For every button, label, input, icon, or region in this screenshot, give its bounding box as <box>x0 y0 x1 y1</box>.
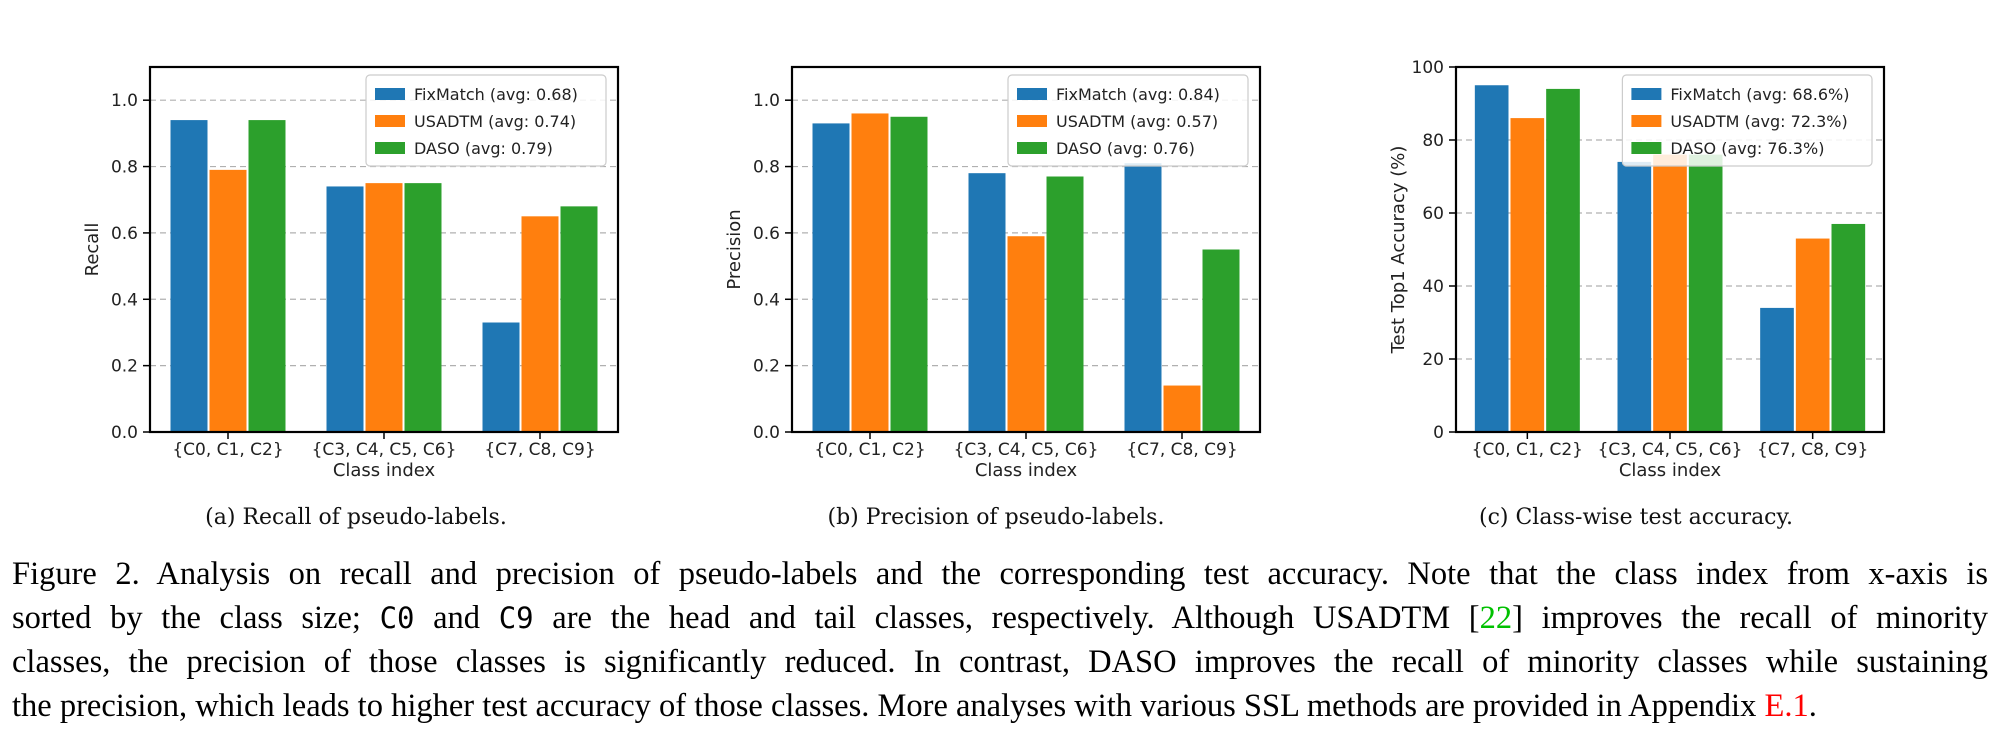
code-c0: C0 <box>379 601 415 635</box>
bar <box>170 120 208 432</box>
bar <box>365 183 403 432</box>
legend-label: FixMatch (avg: 0.84) <box>1056 85 1220 104</box>
legend-swatch <box>375 115 405 127</box>
y-axis-label: Recall <box>82 223 103 277</box>
legend-label: DASO (avg: 0.79) <box>414 139 553 158</box>
figure-charts: 0.0 0.2 0.4 0.6 0.8 1.0 {C0, C1, C2} {C3, C4, C… <box>82 58 1886 481</box>
y-tick-label: 0.6 <box>111 224 138 244</box>
bar <box>890 116 928 432</box>
legend-label: FixMatch (avg: 68.6%) <box>1670 85 1849 104</box>
subcaption-c: (c) Class-wise test accuracy. <box>1478 505 1793 530</box>
bar <box>1046 176 1084 432</box>
x-tick-label: {C3, C4, C5, C6} <box>1598 440 1743 460</box>
bar <box>326 186 364 432</box>
appendix-link-e1[interactable]: E.1 <box>1764 688 1809 724</box>
bar <box>521 216 559 432</box>
bar <box>1653 154 1687 432</box>
legend-swatch <box>375 88 405 100</box>
caption-line-1: Figure 2. Analysis on recall and precisi… <box>12 556 1988 592</box>
y-tick-label: 0.2 <box>111 357 138 377</box>
bar <box>1007 236 1045 432</box>
bar <box>482 322 520 432</box>
bar <box>1760 307 1794 432</box>
legend-label: FixMatch (avg: 0.68) <box>414 85 578 104</box>
y-tick-label: 1.0 <box>111 91 138 111</box>
bar <box>1510 118 1545 432</box>
bar <box>1124 163 1162 432</box>
legend-box <box>1007 74 1249 167</box>
code-c9: C9 <box>498 601 534 635</box>
x-tick-label: {C3, C4, C5, C6} <box>954 440 1099 460</box>
legend-swatch <box>1017 142 1047 154</box>
y-tick-label: 60 <box>1422 204 1444 224</box>
x-tick-label: {C3, C4, C5, C6} <box>312 440 457 460</box>
x-axis-label: Class index <box>975 460 1078 481</box>
legend-box <box>365 74 607 167</box>
caption-line-4: the precision, which leads to higher tes… <box>12 688 1817 724</box>
y-tick-label: 0.0 <box>111 423 138 443</box>
x-tick-label: {C7, C8, C9} <box>1757 440 1868 460</box>
caption-line-2: sorted by the class size; C0 and C9 are … <box>12 600 1988 636</box>
y-tick-label: 40 <box>1422 277 1444 297</box>
y-tick-label: 1.0 <box>753 91 780 111</box>
subcaption-a: (a) Recall of pseudo-labels. <box>205 505 507 530</box>
y-tick-label: 0.8 <box>753 158 780 178</box>
bar <box>1202 249 1240 432</box>
legend-swatch <box>1631 142 1662 154</box>
bar <box>1617 161 1652 432</box>
y-axis-label: Test Top1 Accuracy (%) <box>1388 146 1409 355</box>
bar <box>1163 385 1201 432</box>
subcaption-b: (b) Precision of pseudo-labels. <box>827 505 1165 530</box>
caption-line-3: classes, the precision of those classes … <box>12 644 1988 680</box>
bar <box>248 120 286 432</box>
x-tick-label: {C7, C8, C9} <box>484 440 595 460</box>
bar <box>404 183 442 432</box>
x-axis-label: Class index <box>333 460 436 481</box>
x-tick-label: {C0, C1, C2} <box>172 440 283 460</box>
bar <box>851 113 889 433</box>
legend-label: USADTM (avg: 72.3%) <box>1670 112 1847 131</box>
y-tick-label: 100 <box>1412 58 1444 78</box>
legend-swatch <box>375 142 405 154</box>
y-tick-label: 0.4 <box>753 290 780 310</box>
bar <box>1688 154 1723 432</box>
bar <box>209 169 247 432</box>
bar <box>1795 238 1830 432</box>
legend-label: USADTM (avg: 0.74) <box>414 112 576 131</box>
y-tick-label: 20 <box>1422 350 1444 370</box>
legend-swatch <box>1017 115 1047 127</box>
citation-link-22[interactable]: 22 <box>1479 600 1513 636</box>
legend-swatch <box>1631 88 1662 100</box>
bar <box>1831 223 1866 432</box>
y-tick-label: 0.2 <box>753 357 780 377</box>
y-tick-label: 0 <box>1433 423 1444 443</box>
bar <box>968 173 1006 432</box>
x-tick-label: {C7, C8, C9} <box>1126 440 1237 460</box>
x-tick-label: {C0, C1, C2} <box>1472 440 1583 460</box>
y-tick-label: 0.8 <box>111 158 138 178</box>
legend-swatch <box>1017 88 1047 100</box>
legend-swatch <box>1631 115 1662 127</box>
figure-caption: Figure 2. Analysis on recall and precisi… <box>12 552 1988 728</box>
y-tick-label: 0.0 <box>753 423 780 443</box>
y-tick-label: 80 <box>1422 131 1444 151</box>
bar <box>1546 88 1580 433</box>
bar <box>812 123 850 432</box>
legend-label: DASO (avg: 76.3%) <box>1670 139 1824 158</box>
legend-label: DASO (avg: 0.76) <box>1056 139 1195 158</box>
bar <box>560 206 598 432</box>
y-tick-label: 0.4 <box>111 290 138 310</box>
y-axis-label: Precision <box>724 209 745 289</box>
x-tick-label: {C0, C1, C2} <box>814 440 925 460</box>
legend-label: USADTM (avg: 0.57) <box>1056 112 1218 131</box>
y-tick-label: 0.6 <box>753 224 780 244</box>
legend-box <box>1621 74 1873 167</box>
bar <box>1474 85 1509 432</box>
x-axis-label: Class index <box>1619 460 1722 481</box>
